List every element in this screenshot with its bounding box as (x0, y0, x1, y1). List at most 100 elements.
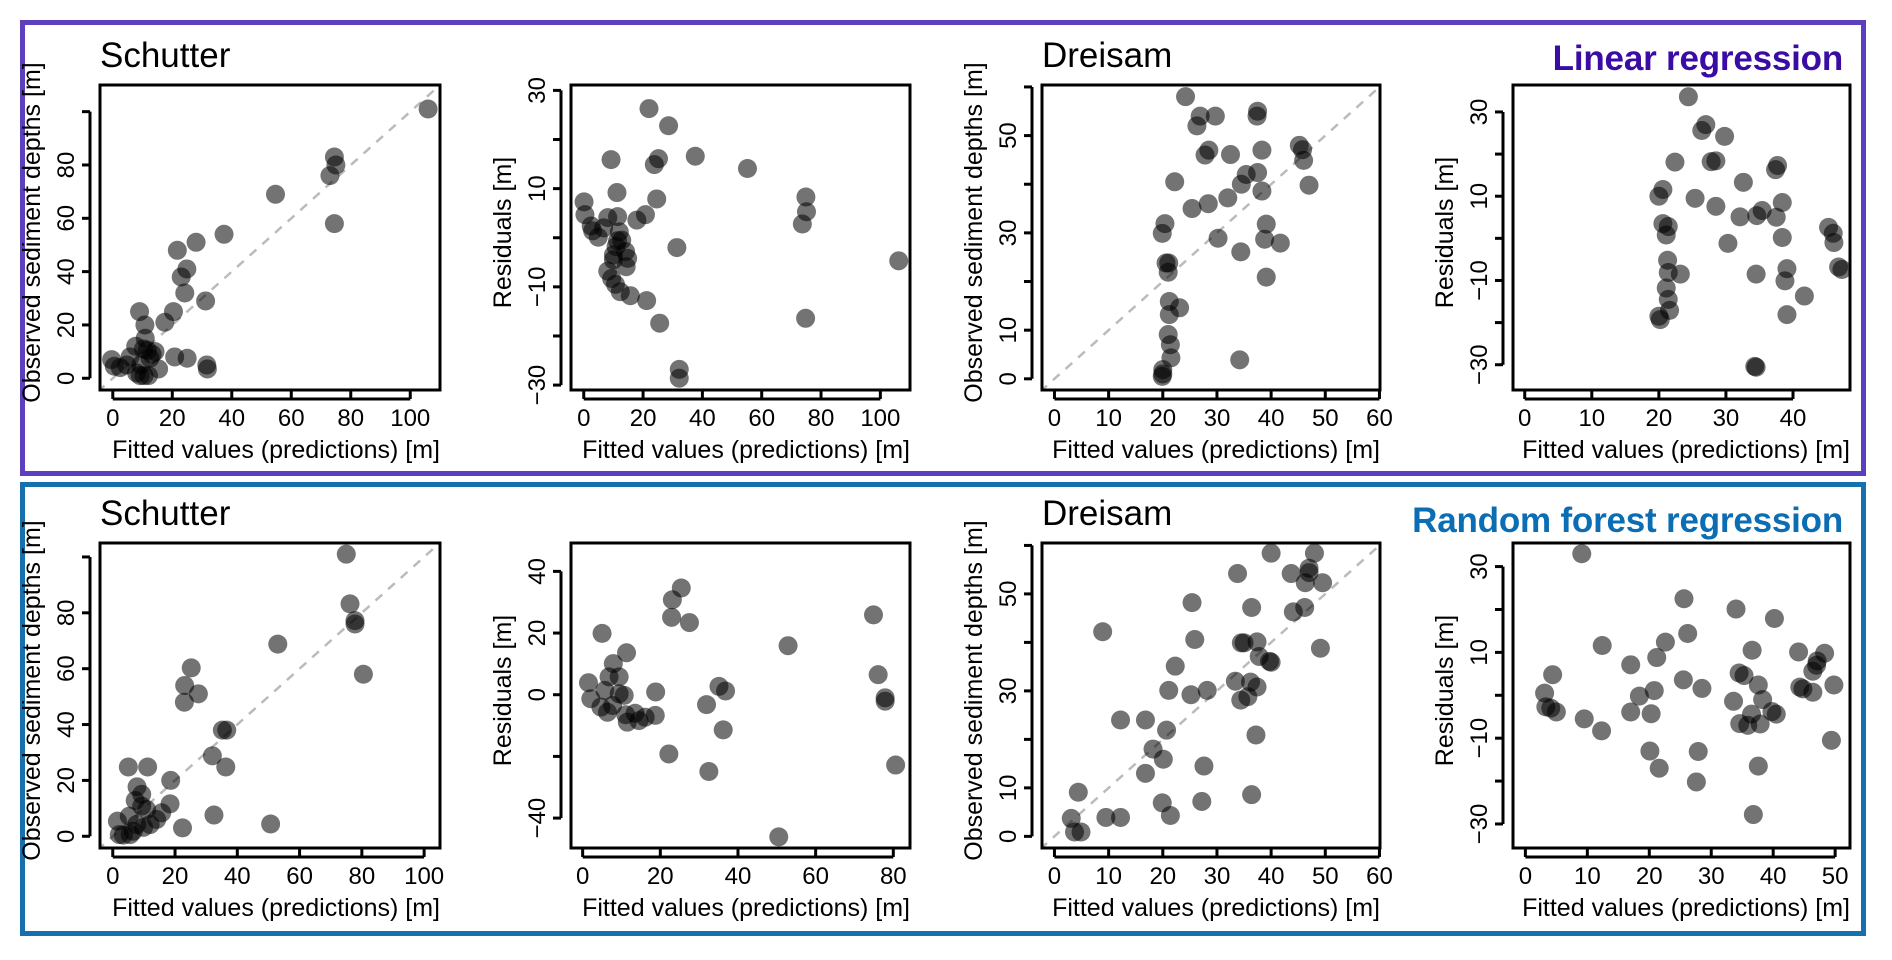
data-point (1752, 201, 1772, 221)
data-point (1230, 350, 1250, 370)
data-point (792, 214, 812, 234)
data-point (1093, 622, 1113, 642)
points-group (1061, 543, 1333, 842)
data-point (1152, 366, 1172, 386)
data-point (1748, 675, 1768, 695)
points-group (1535, 544, 1844, 825)
data-point (1299, 175, 1319, 195)
data-point (796, 308, 816, 328)
data-point (186, 232, 206, 252)
data-point (1685, 188, 1705, 208)
data-point (1197, 680, 1217, 700)
data-point (1246, 725, 1266, 745)
data-point (161, 770, 181, 790)
data-point (1195, 145, 1215, 165)
data-point (1644, 681, 1664, 701)
x-tick-label: 0 (1519, 863, 1532, 890)
site-title-schutter-rf: Schutter (100, 494, 231, 533)
y-tick-label: 30 (1466, 99, 1493, 126)
data-point (1718, 233, 1738, 253)
data-point (1261, 543, 1281, 563)
data-point (1673, 670, 1693, 690)
data-point (644, 155, 664, 175)
data-point (268, 634, 288, 654)
data-point (1766, 207, 1786, 227)
y-tick-label: −10 (1466, 718, 1493, 759)
x-tick-label: 20 (647, 863, 674, 890)
data-point (1688, 741, 1708, 761)
data-point (1766, 704, 1786, 724)
x-tick-label: 40 (1258, 863, 1285, 890)
x-tick-label: 0 (1518, 405, 1531, 432)
y-axis-label: Residuals [m] (489, 615, 517, 766)
y-tick-label: 10 (1466, 183, 1493, 210)
x-tick-label: 80 (337, 405, 364, 432)
x-tick-label: 60 (802, 863, 829, 890)
y-tick-label: 50 (995, 581, 1022, 608)
x-tick-label: 20 (159, 405, 186, 432)
x-tick-label: 80 (348, 863, 375, 890)
data-point (699, 762, 719, 782)
data-point (1242, 597, 1262, 617)
data-point (1310, 638, 1330, 658)
data-point (595, 680, 615, 700)
data-point (594, 218, 614, 238)
x-tick-label: 80 (880, 863, 907, 890)
x-tick-label: 60 (1366, 405, 1393, 432)
data-point (1313, 573, 1333, 593)
y-tick-label: −10 (524, 267, 551, 308)
data-point (418, 99, 438, 119)
data-point (1255, 229, 1275, 249)
data-point (645, 705, 665, 725)
x-tick-label: 10 (1095, 863, 1122, 890)
x-tick-label: 20 (1149, 405, 1176, 432)
data-point (685, 146, 705, 166)
data-point (1281, 564, 1301, 584)
data-point (607, 183, 627, 203)
x-tick-label: 0 (576, 863, 589, 890)
x-tick-label: 60 (748, 405, 775, 432)
data-point (175, 675, 195, 695)
data-point (646, 682, 666, 702)
x-tick-label: 40 (1258, 405, 1285, 432)
data-point (1647, 648, 1667, 668)
data-point (117, 355, 137, 375)
data-point (1068, 782, 1088, 802)
y-tick-label: 20 (53, 767, 80, 794)
y-tick-label: 80 (53, 152, 80, 179)
data-point (1247, 106, 1267, 126)
x-tick-label: 50 (1312, 863, 1339, 890)
points-group (1152, 87, 1319, 386)
x-tick-label: 20 (1149, 863, 1176, 890)
data-point (1238, 687, 1258, 707)
data-point (1228, 564, 1248, 584)
y-axis-label: Observed sediment depths [m] (960, 62, 988, 402)
data-point (1218, 188, 1238, 208)
data-point (1294, 150, 1314, 170)
plot-box (1040, 541, 1382, 850)
data-point (1746, 264, 1766, 284)
x-tick-label: 40 (1780, 405, 1807, 432)
data-point (650, 313, 670, 333)
data-point (1153, 749, 1173, 769)
site-title-dreisam-lr: Dreisam (1042, 36, 1173, 75)
x-tick-label: 20 (1646, 405, 1673, 432)
x-tick-label: 100 (860, 405, 900, 432)
x-tick-label: 40 (218, 405, 245, 432)
data-point (1256, 267, 1276, 287)
points-group (574, 99, 909, 388)
data-point (216, 757, 236, 777)
data-point (778, 636, 798, 656)
data-point (353, 664, 373, 684)
y-tick-label: −10 (1466, 260, 1493, 301)
site-title-schutter-lr: Schutter (100, 36, 231, 75)
points-group (102, 99, 438, 386)
data-point (1794, 286, 1814, 306)
x-tick-label: 30 (1204, 863, 1231, 890)
data-point (1572, 544, 1592, 564)
data-point (697, 695, 717, 715)
x-tick-label: 0 (106, 405, 119, 432)
data-point (1821, 730, 1841, 750)
data-point (1248, 163, 1268, 183)
